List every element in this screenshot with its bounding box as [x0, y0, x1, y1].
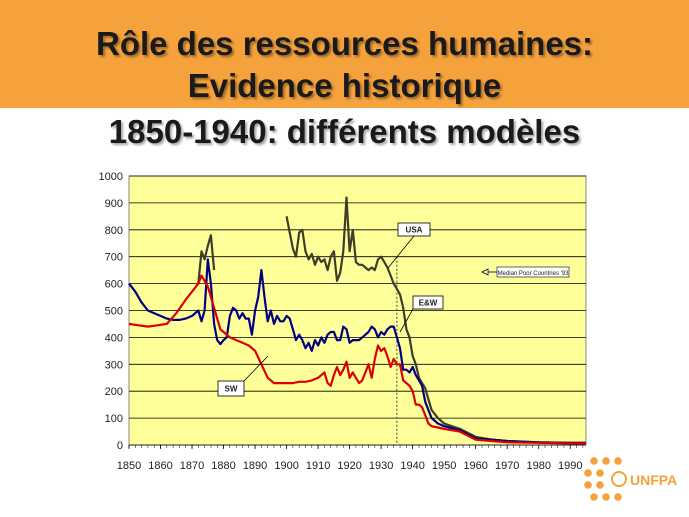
x-tick-label: 1930 [369, 460, 393, 472]
logo-dot [584, 469, 592, 477]
series-line-0 [285, 196, 586, 444]
annotation-usa-leader [387, 235, 415, 269]
x-tick-label: 1850 [117, 460, 141, 472]
x-tick-label: 1990 [558, 460, 582, 472]
annotation-median-box [496, 266, 570, 278]
x-tick-label: 1890 [243, 460, 267, 472]
series-line-2 [128, 258, 586, 444]
logo-dot [614, 493, 622, 501]
y-tick-label: 800 [105, 225, 123, 237]
annotation-sw-box [217, 380, 245, 397]
logo-dot [590, 457, 598, 465]
logo-dot [602, 493, 610, 501]
logo-dot [596, 481, 604, 489]
x-tick-label: 1860 [148, 460, 172, 472]
x-tick-label: 1940 [400, 460, 424, 472]
annotation-ew-box [412, 295, 444, 310]
annotation-median-label: Median Poor Countries '93 [498, 271, 570, 277]
y-tick-label: 1000 [99, 171, 123, 183]
y-tick-label: 0 [117, 440, 123, 452]
median-marker [481, 268, 489, 276]
annotation-usa-label: USA [406, 226, 423, 235]
x-tick-label: 1870 [180, 460, 204, 472]
x-tick-label: 1900 [274, 460, 298, 472]
y-tick-label: 400 [105, 332, 123, 344]
logo-dot [602, 457, 610, 465]
annotation-sw-label: SW [225, 385, 238, 394]
y-tick-label: 700 [105, 252, 123, 264]
x-tick-label: 1980 [526, 460, 550, 472]
title-banner [0, 0, 689, 108]
x-tick-label: 1880 [211, 460, 235, 472]
y-tick-label: 100 [105, 413, 123, 425]
x-tick-label: 1970 [495, 460, 519, 472]
title-line-3: 1850-1940: différents modèles [108, 113, 581, 150]
series-line-3 [128, 274, 586, 445]
logo-dot [596, 469, 604, 477]
logo-text: UNFPA [630, 472, 677, 488]
x-tick-label: 1950 [432, 460, 456, 472]
x-tick-label: 1910 [306, 460, 330, 472]
annotation-sw-leader [243, 355, 269, 382]
annotation-ew-leader [399, 308, 414, 333]
logo-dot [590, 493, 598, 501]
x-tick-label: 1960 [463, 460, 487, 472]
y-tick-label: 500 [105, 306, 123, 318]
logo-dot [614, 457, 622, 465]
y-tick-label: 200 [105, 386, 123, 398]
title-line-1: Rôle des ressources humaines: [95, 25, 594, 62]
logo-dot [584, 481, 592, 489]
annotation-usa-box [397, 222, 431, 237]
series-line-1 [197, 234, 216, 284]
y-tick-label: 900 [105, 198, 123, 210]
annotation-ew-label: E&W [419, 299, 438, 308]
x-tick-label: 1920 [337, 460, 361, 472]
un-emblem-icon [611, 471, 627, 487]
y-tick-label: 300 [105, 359, 123, 371]
y-tick-label: 600 [105, 279, 123, 291]
title-line-2: Evidence historique [187, 67, 502, 104]
